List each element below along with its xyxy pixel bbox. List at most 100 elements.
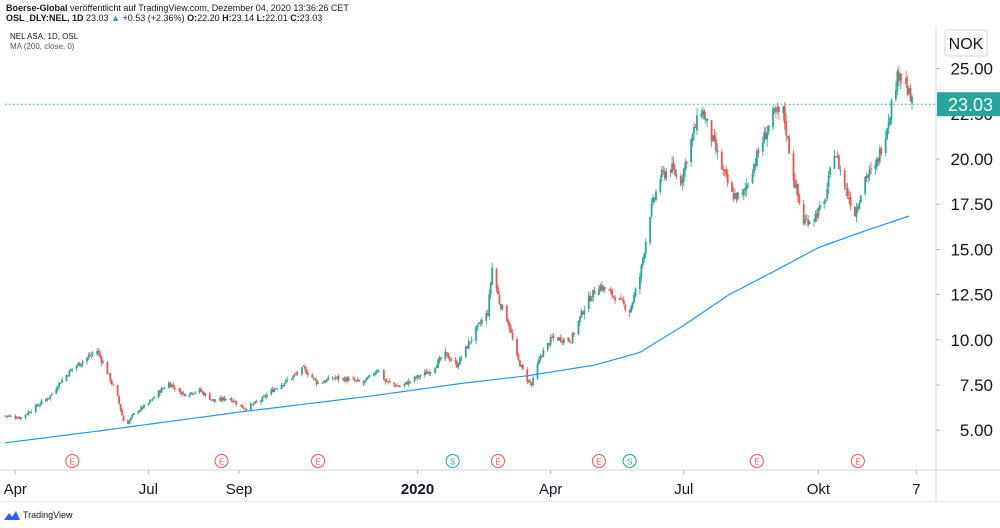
candle-down — [854, 206, 856, 217]
earnings-marker[interactable] — [214, 454, 229, 468]
publish-text: veröffentlicht auf TradingView.com, Deze… — [70, 3, 349, 13]
candle-up — [813, 220, 815, 221]
candle-down — [498, 294, 501, 304]
candle-down — [628, 310, 631, 313]
candle-up — [283, 383, 286, 386]
candle-up — [546, 342, 549, 350]
candle-down — [486, 313, 489, 316]
currency-box[interactable] — [944, 29, 988, 57]
candle-up — [833, 156, 836, 169]
candle-up — [653, 198, 656, 200]
candle-up — [501, 304, 504, 310]
candle-up — [823, 201, 826, 205]
candle-up — [639, 276, 641, 289]
candle-down — [897, 71, 900, 82]
candle-down — [425, 371, 428, 375]
candle-down — [415, 377, 417, 378]
earnings-marker[interactable] — [850, 454, 865, 468]
candle-down — [843, 170, 846, 188]
candle-down — [609, 290, 612, 292]
candle-up — [641, 258, 644, 266]
candle-down — [397, 385, 400, 387]
candle-down — [314, 378, 317, 380]
candle-up — [542, 350, 545, 357]
candle-up — [71, 368, 74, 370]
candle-down — [600, 284, 603, 291]
event-marker-label: E — [70, 458, 75, 467]
legend-title: NEL ASA, 1D, OSL — [10, 32, 79, 41]
earnings-marker[interactable] — [311, 454, 326, 468]
y-tick-label: 10.00 — [950, 331, 993, 350]
candle-up — [7, 415, 9, 417]
candle-down — [296, 373, 299, 374]
x-tick-label: Sep — [226, 481, 253, 498]
candle-up — [153, 397, 156, 399]
candle-down — [792, 153, 795, 181]
candle-down — [807, 219, 810, 226]
candle-up — [137, 411, 140, 413]
candle-up — [265, 394, 268, 398]
y-tick-label: 15.00 — [950, 240, 993, 259]
candle-up — [814, 213, 817, 222]
candle-down — [507, 320, 510, 324]
candle-down — [232, 401, 235, 403]
candle-up — [163, 388, 166, 390]
candle-up — [675, 174, 678, 177]
candle-down — [208, 393, 211, 400]
candle-down — [306, 373, 309, 376]
candle-up — [776, 108, 779, 111]
candle-up — [763, 132, 766, 143]
candle-up — [878, 148, 881, 162]
candle-down — [662, 170, 665, 172]
candle-down — [230, 398, 233, 402]
up-arrow-icon: ▲ — [111, 13, 120, 23]
candle-down — [900, 74, 903, 76]
candle-down — [362, 381, 365, 384]
candle-up — [696, 115, 698, 131]
candle-down — [169, 382, 172, 387]
candle-down — [346, 377, 349, 382]
candle-up — [470, 339, 473, 342]
candle-down — [614, 297, 616, 301]
candle-down — [28, 412, 31, 413]
candle-up — [475, 327, 477, 341]
candle-up — [344, 377, 347, 382]
candle-up — [590, 299, 593, 301]
candle-up — [579, 316, 581, 322]
earnings-marker[interactable] — [65, 454, 80, 468]
candle-up — [464, 346, 467, 357]
event-marker-label: E — [315, 458, 320, 467]
candle-up — [301, 367, 303, 375]
candle-up — [150, 399, 153, 401]
candle-up — [192, 393, 195, 395]
candle-up — [317, 382, 319, 384]
candle-up — [817, 207, 820, 217]
split-marker[interactable] — [445, 454, 460, 468]
candle-up — [476, 324, 479, 328]
candle-up — [655, 191, 657, 201]
earnings-marker[interactable] — [591, 454, 606, 468]
candle-up — [249, 403, 252, 410]
candle-down — [608, 289, 611, 291]
y-tick-label: 17.50 — [950, 195, 993, 214]
candle-down — [337, 375, 340, 380]
candle-down — [865, 175, 868, 179]
candle-up — [75, 365, 78, 369]
candle-up — [280, 384, 283, 390]
candle-up — [558, 337, 561, 340]
earnings-marker[interactable] — [749, 454, 764, 468]
split-marker[interactable] — [622, 454, 637, 468]
candle-up — [378, 370, 381, 372]
candle-down — [384, 379, 387, 382]
candle-up — [365, 377, 368, 382]
earnings-marker[interactable] — [490, 454, 505, 468]
candle-up — [772, 108, 774, 127]
candle-down — [126, 420, 129, 424]
candle-down — [118, 396, 121, 404]
candle-up — [899, 73, 902, 81]
candle-up — [270, 389, 273, 395]
candle-up — [908, 88, 910, 94]
candle-down — [264, 395, 267, 397]
tradingview-icon — [4, 510, 20, 520]
price-chart[interactable]: 5.007.5010.0012.5015.0017.5020.0022.5025… — [0, 27, 1000, 502]
